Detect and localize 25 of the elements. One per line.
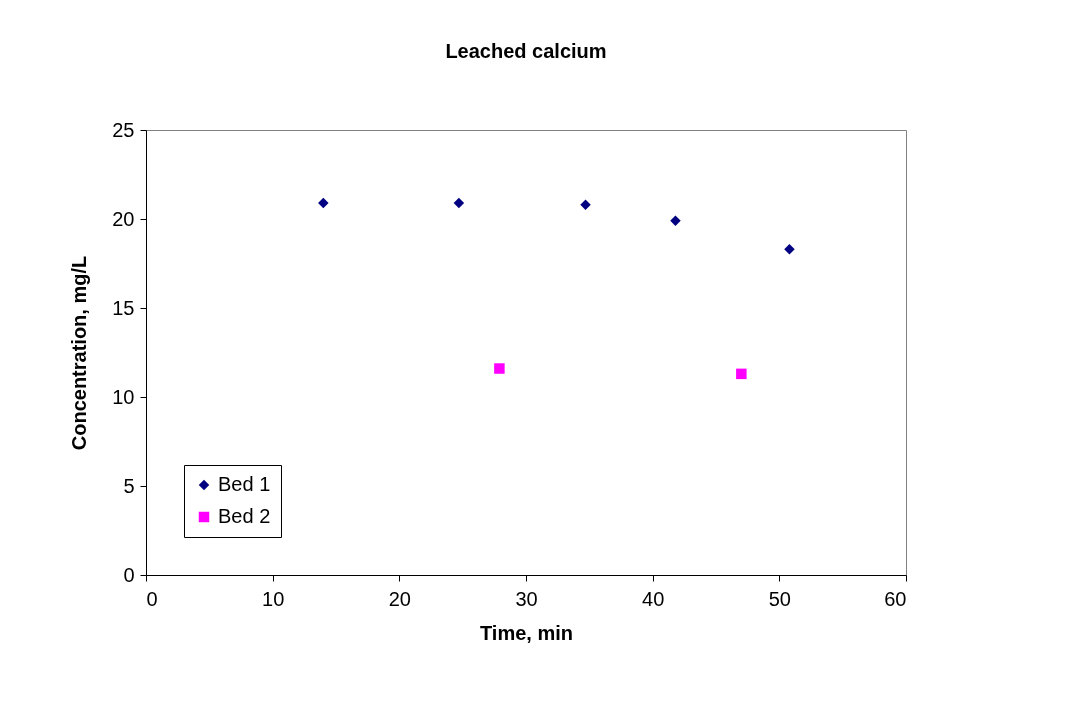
y-axis-title: Concentration, mg/L [68,255,91,451]
y-tick-label: 20 [112,207,135,230]
y-tick-label: 10 [112,385,135,408]
point [784,244,795,255]
x-tick-label: 40 [642,587,665,610]
y-tick-label: 15 [112,296,135,319]
point [580,199,591,210]
x-tick-label: 60 [884,587,907,610]
point [736,368,747,380]
y-tick-label: 0 [123,563,135,586]
x-tick-label: 0 [146,587,158,610]
x-tick-label: 30 [515,587,538,610]
x-tick-label: 50 [768,587,791,610]
y-tick-label: 25 [112,118,135,141]
x-tick-label: 20 [388,587,411,610]
point [494,363,505,374]
legend-label: Bed 1 [218,473,271,495]
point [318,197,329,209]
point [453,197,465,209]
legend-label: Bed 2 [218,505,271,527]
chart-title: Leached calcium [445,40,607,62]
x-tick-label: 10 [262,587,285,610]
x-axis-title: Time, min [480,621,573,644]
point [670,215,681,227]
y-tick-label: 5 [123,474,135,497]
